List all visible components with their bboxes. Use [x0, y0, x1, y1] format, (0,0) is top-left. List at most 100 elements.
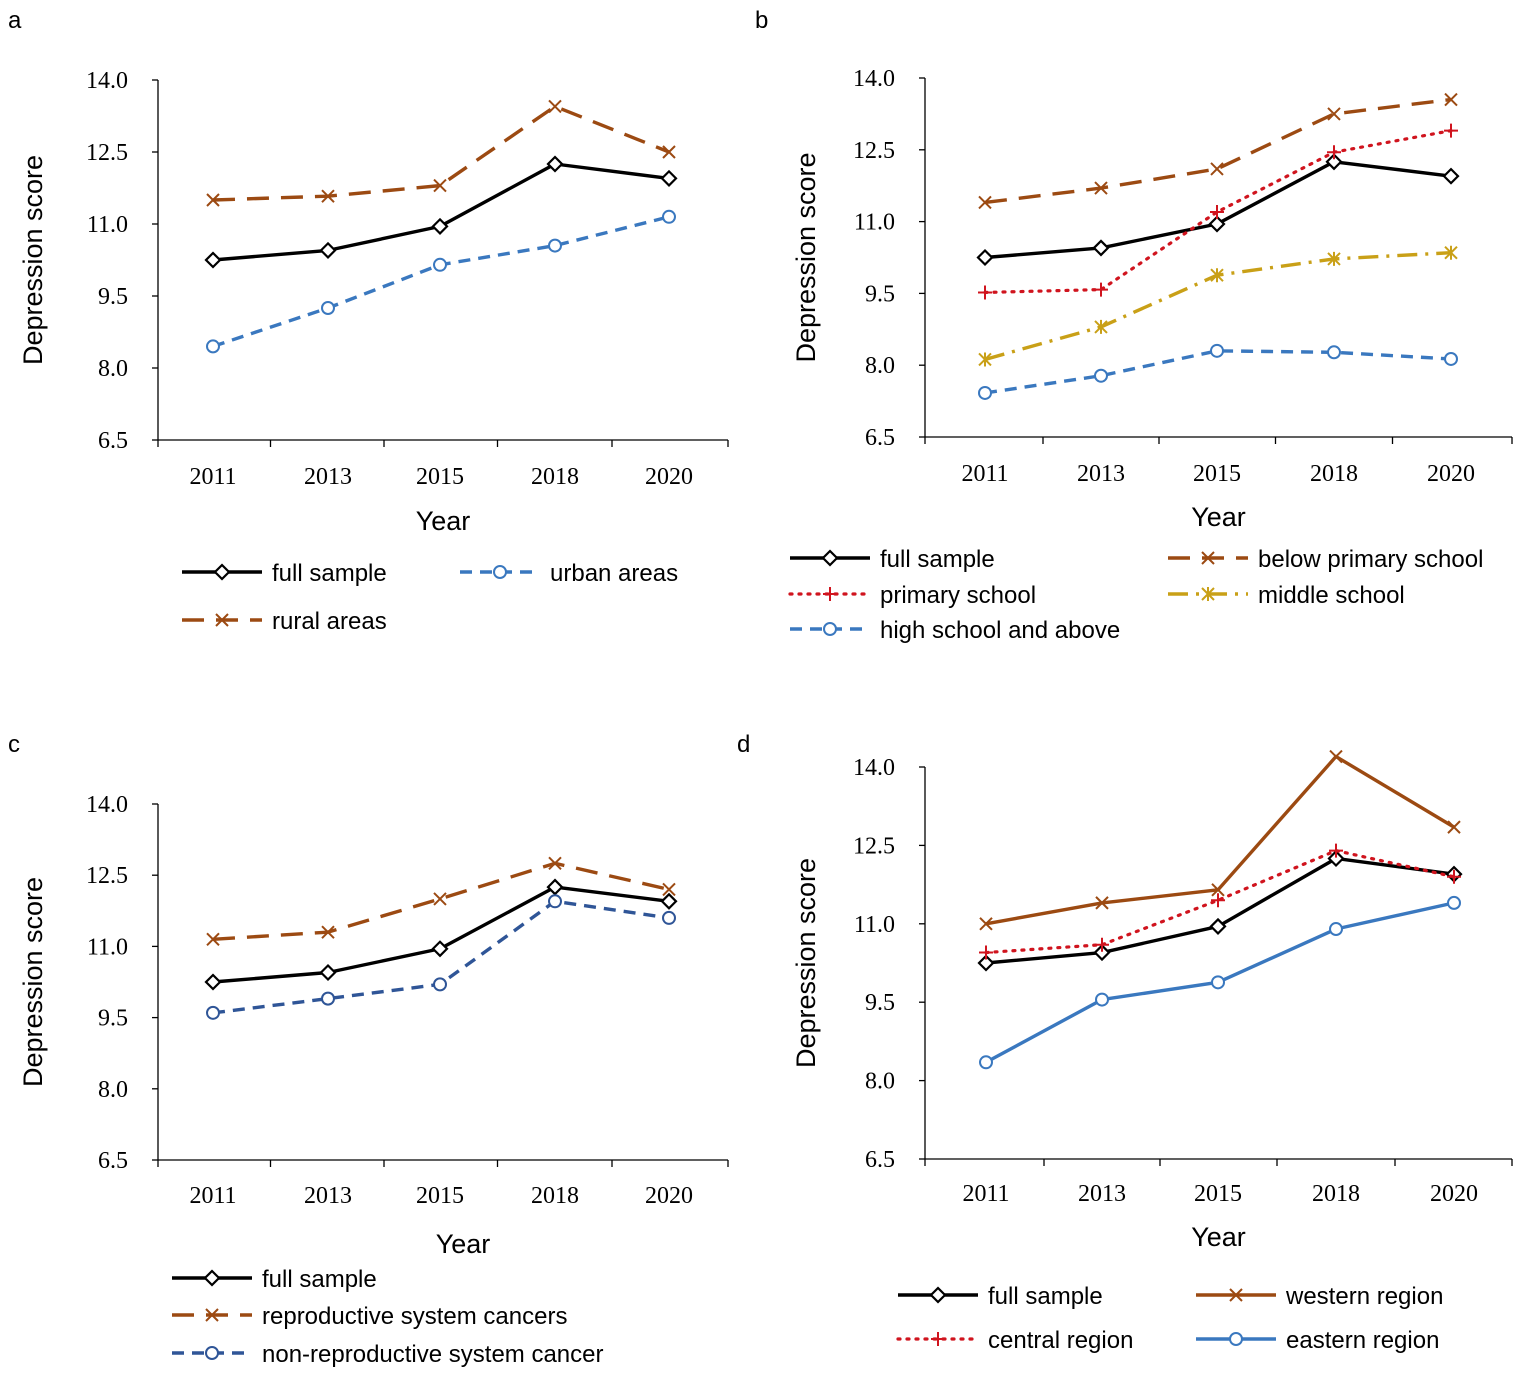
- panel-b-point-primary-shape: [978, 285, 992, 300]
- panel-a-legend-item-rural[interactable]: rural areas: [182, 608, 387, 635]
- panel-b-legend-item-full[interactable]: full sample: [790, 546, 995, 573]
- panel-b-legend-item-middle[interactable]: middle school: [1168, 582, 1405, 609]
- panel-c-y-tick-label: 11.0: [87, 934, 128, 960]
- panel-c-point-nonrepro-shape: [433, 977, 447, 992]
- panel-c-point-nonrepro-shape: [662, 910, 676, 925]
- panel-b-point-high-shape: [1210, 343, 1224, 358]
- panel-a-x-tick-label: 2011: [189, 464, 236, 490]
- panel-b-point-high-shape: [1327, 345, 1341, 360]
- panel-b-x-tick-label: 2020: [1427, 461, 1475, 487]
- panel-c-point-full-shape: [204, 973, 222, 991]
- panel-c-point-repro-shape: [321, 925, 335, 939]
- panel-b-legend-label: primary school: [880, 582, 1036, 609]
- panel-c-point-nonrepro-shape: [548, 894, 562, 909]
- panel-d-legend-item-full[interactable]: full sample: [898, 1283, 1103, 1310]
- panel-c-legend-label: full sample: [262, 1266, 377, 1293]
- panel-d-legend-marker-shape: [929, 1286, 947, 1304]
- panel-d-legend-marker: [1229, 1288, 1243, 1302]
- panel-d-point-eastern-shape: [1211, 975, 1225, 990]
- panel-c-point-full: [319, 963, 337, 982]
- panel-d-point-full: [1209, 917, 1227, 935]
- panel-a-series-rural: [206, 99, 676, 207]
- panel-b-legend-label: high school and above: [880, 617, 1120, 644]
- panel-b-legend-marker-shape: [823, 622, 837, 636]
- panel-a-point-full: [660, 169, 678, 187]
- panel-c-y-tick-label: 8.0: [98, 1077, 128, 1103]
- panel-a-legend-marker: [215, 613, 229, 627]
- panel-b-point-middle: [1094, 319, 1108, 334]
- panel-d-series-eastern: [979, 895, 1461, 1070]
- panel-a-x-tick-label: 2013: [304, 464, 352, 490]
- panel-b-point-full: [1208, 215, 1226, 233]
- panel-d-legend-item-western[interactable]: western region: [1196, 1283, 1443, 1310]
- panel-c-y-tick-label: 9.5: [98, 1006, 128, 1032]
- panel-b-legend-marker-shape: [1201, 587, 1215, 601]
- panel-a-legend-item-urban[interactable]: urban areas: [460, 560, 678, 587]
- panel-b-point-full: [976, 248, 994, 267]
- panel-b-point-high: [1094, 368, 1108, 383]
- panel-b-point-high: [1444, 351, 1458, 366]
- panel-d-point-western: [1095, 896, 1109, 910]
- panel-b-point-below_primary-shape: [1444, 92, 1458, 107]
- panel-b-legend-item-below_primary[interactable]: below primary school: [1168, 546, 1483, 573]
- panel-a-point-urban: [321, 301, 335, 315]
- panel-d-point-full: [1093, 943, 1111, 962]
- panel-d-legend-marker-shape: [931, 1332, 945, 1346]
- panel-b-point-high: [1327, 345, 1341, 360]
- panel-d-y-tick-label: 6.5: [865, 1147, 895, 1173]
- panel-c-legend-item-full[interactable]: full sample: [172, 1266, 377, 1293]
- panel-b-legend-item-high[interactable]: high school and above: [790, 617, 1120, 644]
- panel-d-legend-label: eastern region: [1286, 1327, 1439, 1354]
- panel-d-point-western: [1211, 883, 1225, 897]
- panel-d-point-central: [1211, 893, 1225, 908]
- panel-b-y-tick-label: 8.0: [865, 353, 895, 379]
- panel-b-x-tick-label: 2011: [961, 461, 1008, 487]
- panel-c-y-axis-title: Depression score: [18, 877, 48, 1087]
- panel-a-point-rural-shape: [206, 193, 220, 207]
- panel-c-legend-item-repro[interactable]: reproductive system cancers: [172, 1303, 567, 1330]
- panel-a-legend-item-full[interactable]: full sample: [182, 560, 387, 587]
- panel-a-legend-marker-shape: [493, 565, 507, 579]
- panel-d-legend-item-eastern[interactable]: eastern region: [1196, 1327, 1439, 1354]
- panel-b-point-below_primary: [1444, 92, 1458, 107]
- panel-a-x-tick-label: 2020: [645, 464, 693, 490]
- panel-a-legend-marker: [213, 563, 231, 581]
- panel-c-point-full: [431, 940, 449, 958]
- panel-c-legend-item-nonrepro[interactable]: non-reproductive system cancer: [172, 1341, 603, 1368]
- panel-b-point-below_primary-shape: [978, 195, 992, 210]
- panel-b-legend-item-primary[interactable]: primary school: [788, 582, 1036, 609]
- panel-d-point-western-shape: [1447, 820, 1461, 834]
- panel-a-legend-label: urban areas: [550, 560, 678, 587]
- panel-a-point-full-shape: [431, 217, 449, 235]
- panel-d-point-central-shape: [1095, 937, 1109, 952]
- panel-d-x-tick-label: 2013: [1078, 1181, 1126, 1207]
- panel-b-point-primary-shape: [1444, 123, 1458, 138]
- panel-b-legend-marker-shape: [1201, 551, 1215, 565]
- panel-b-point-primary: [1094, 282, 1108, 297]
- panel-c-point-nonrepro-shape: [206, 1005, 220, 1020]
- panel-b-legend-marker: [821, 549, 839, 567]
- panel-d-x-tick-label: 2020: [1430, 1181, 1478, 1207]
- panel-d-legend-marker: [931, 1332, 945, 1346]
- panel-b-point-full: [1325, 153, 1343, 171]
- panel-a-series-urban: [206, 209, 676, 354]
- panel-d-legend-item-central[interactable]: central region: [896, 1327, 1133, 1354]
- panel-b-point-primary: [978, 285, 992, 300]
- panel-a-point-urban-shape: [206, 339, 220, 354]
- panel-b-point-below_primary: [1327, 107, 1341, 121]
- panel-c-series-nonrepro: [206, 894, 676, 1020]
- panel-d-point-eastern: [1095, 992, 1109, 1007]
- panel-d-point-central-shape: [1447, 869, 1461, 884]
- panel-d-y-tick-label: 12.5: [853, 833, 895, 859]
- panel-b-x-tick-label: 2018: [1310, 461, 1358, 487]
- panel-a-legend-marker-shape: [215, 613, 229, 627]
- panel-c-legend-marker: [203, 1269, 221, 1287]
- panel-b-point-primary: [1327, 145, 1341, 160]
- panel-c-point-full-shape: [546, 878, 564, 896]
- panel-a-y-tick-label: 8.0: [98, 356, 128, 382]
- panel-b-point-middle-shape: [1327, 251, 1341, 266]
- panel-d-point-western: [1329, 749, 1343, 764]
- panel-c-legend-marker: [205, 1308, 219, 1322]
- panel-a-point-full: [204, 251, 222, 269]
- panel-d-point-eastern: [979, 1055, 993, 1070]
